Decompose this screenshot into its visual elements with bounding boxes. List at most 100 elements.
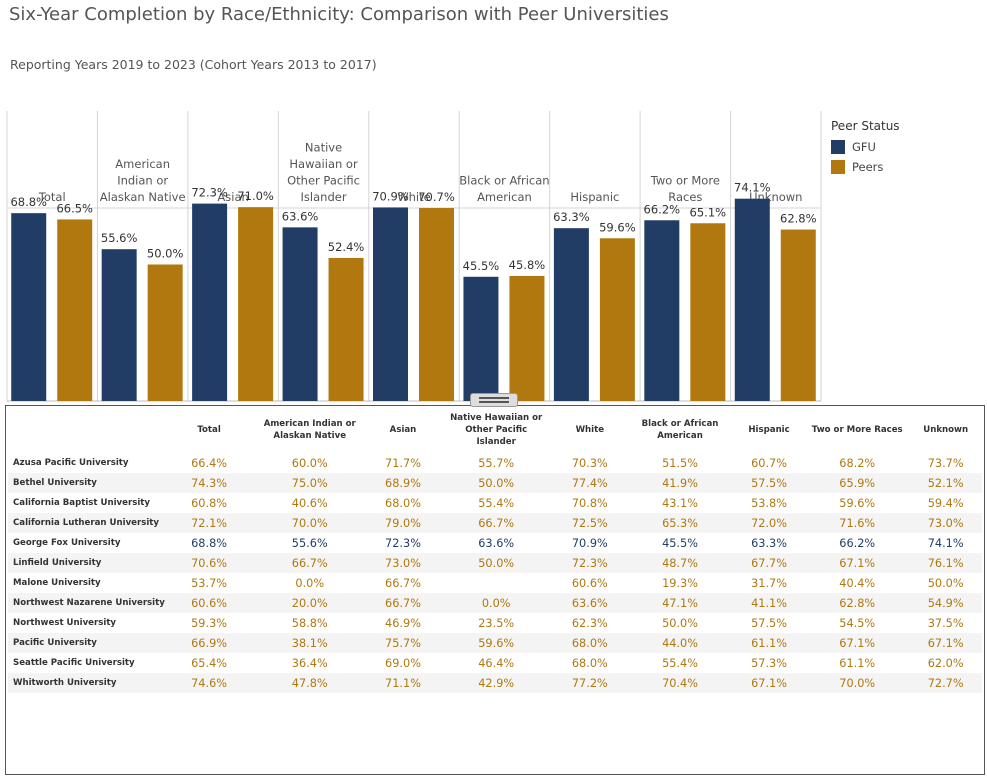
- legend-label-peers: Peers: [852, 160, 884, 174]
- data-label-peers: 70.7%: [418, 190, 455, 204]
- completion-rate-cell: 68.9%: [366, 473, 440, 493]
- completion-rate-cell: 68.0%: [552, 633, 628, 653]
- category-label: Races: [668, 190, 702, 204]
- completion-rate-cell: 51.5%: [662, 456, 698, 470]
- completion-rate-cell: 59.6%: [439, 633, 553, 653]
- completion-rate-cell: 52.1%: [909, 473, 982, 493]
- table-row[interactable]: Northwest University 59.3% 58.8% 46.9% 23.5%…: [8, 613, 982, 633]
- university-name: Northwest Nazarene University: [8, 593, 165, 613]
- data-label-peers: 50.0%: [147, 246, 184, 260]
- category-label: Two or More: [650, 174, 720, 188]
- bar-peers: [328, 257, 364, 401]
- bar-gfu: [282, 227, 318, 401]
- completion-rate-cell: 72.5%: [552, 513, 628, 533]
- table-row[interactable]: California Baptist University 60.8% 40.6% 6…: [8, 493, 982, 513]
- completion-rate-cell: 73.0%: [366, 553, 440, 573]
- legend-item-peers[interactable]: Peers: [831, 157, 900, 177]
- completion-rate-cell: 73.0%: [909, 513, 982, 533]
- table-row[interactable]: Seattle Pacific University 65.4% 36.4% 69.0…: [8, 653, 982, 673]
- data-label-gfu: 45.5%: [463, 259, 500, 273]
- column-header[interactable]: Native Hawaiian or Other Pacific Islander: [450, 412, 543, 447]
- university-name: Seattle Pacific University: [13, 658, 135, 668]
- bar-gfu: [192, 203, 228, 401]
- completion-rate-cell: 38.1%: [253, 633, 367, 653]
- category-label: Total: [38, 190, 66, 204]
- completion-rate-cell: 70.3%: [571, 456, 608, 470]
- completion-rate-cell: 66.4%: [191, 456, 227, 470]
- bar-peers: [599, 238, 635, 401]
- data-label-gfu: 70.9%: [372, 189, 409, 203]
- data-label-gfu: 66.2%: [644, 202, 681, 216]
- completion-rate-cell: 53.7%: [191, 576, 227, 590]
- table-row[interactable]: Bethel University 74.3% 75.0% 68.9% 50.0% 77.…: [8, 473, 982, 493]
- column-header[interactable]: Two or More Races: [811, 424, 903, 435]
- completion-rate-cell: 50.0%: [662, 616, 698, 630]
- completion-rate-cell: 59.4%: [927, 496, 964, 510]
- column-header[interactable]: White: [575, 424, 605, 435]
- completion-rate-cell: 60.7%: [751, 456, 787, 470]
- university-name: Northwest University: [13, 618, 117, 628]
- completion-rate-cell: 61.1%: [732, 633, 806, 653]
- completion-rate-cell: 62.3%: [571, 616, 608, 630]
- table-row[interactable]: George Fox University 68.8% 55.6% 72.3% 63.6…: [8, 533, 982, 553]
- completion-rate-cell: 76.1%: [909, 553, 982, 573]
- completion-rate-cell: 46.4%: [478, 656, 515, 670]
- completion-rate-cell: 66.7%: [253, 553, 367, 573]
- completion-rate-cell: 59.3%: [191, 616, 227, 630]
- table-row[interactable]: Whitworth University 74.6% 47.8% 71.1% 42.9%…: [8, 673, 982, 693]
- data-label-peers: 59.6%: [599, 220, 636, 234]
- completion-rate-cell: 71.6%: [805, 513, 910, 533]
- data-label-gfu: 74.1%: [734, 181, 771, 195]
- completion-rate-cell: 68.0%: [385, 496, 421, 510]
- data-label-peers: 66.5%: [56, 201, 93, 215]
- column-header[interactable]: Hispanic: [748, 424, 790, 435]
- category-label: White: [397, 190, 430, 204]
- table-row[interactable]: California Lutheran University 72.1% 70.0%…: [8, 513, 982, 533]
- completion-rate-cell: 58.8%: [291, 616, 328, 630]
- bar-peers: [57, 219, 93, 401]
- category-label: Hispanic: [570, 190, 619, 204]
- column-header[interactable]: American Indian or Alaskan Native: [263, 418, 356, 441]
- completion-rate-cell: 63.6%: [552, 593, 628, 613]
- completion-rate-cell: 68.0%: [571, 656, 608, 670]
- completion-rate-cell: 77.2%: [552, 673, 628, 693]
- data-label-gfu: 63.3%: [553, 210, 590, 224]
- completion-rate-cell: 55.7%: [478, 456, 515, 470]
- bar-peers: [690, 223, 726, 401]
- completion-rate-cell: 72.3%: [385, 536, 421, 550]
- category-label: Black or African: [459, 174, 549, 188]
- table-row[interactable]: Northwest Nazarene University 60.6% 20.0% 6…: [8, 593, 982, 613]
- legend-item-gfu[interactable]: GFU: [831, 137, 900, 157]
- completion-rate-cell: 62.0%: [927, 656, 964, 670]
- completion-rate-cell: 70.4%: [627, 673, 733, 693]
- column-header[interactable]: Unknown: [923, 424, 969, 435]
- bar-peers: [419, 207, 454, 401]
- completion-rate-cell: 20.0%: [253, 593, 367, 613]
- completion-rate-cell: 70.6%: [164, 553, 254, 573]
- completion-rate-cell: 42.9%: [439, 673, 553, 693]
- category-label: Islander: [301, 190, 347, 204]
- table-row[interactable]: Azusa Pacific University 66.4% 60.0% 71.7% 5…: [8, 453, 982, 473]
- table-row[interactable]: Malone University 53.7% 0.0% 66.7% 60.6% 19.3…: [8, 573, 982, 593]
- completion-rate-cell: 66.7%: [439, 513, 553, 533]
- completion-rate-cell: 72.1%: [164, 513, 254, 533]
- category-label: Alaskan Native: [100, 190, 186, 204]
- completion-rate-cell: 77.4%: [552, 473, 628, 493]
- completion-rate-cell: 37.5%: [927, 616, 964, 630]
- legend: Peer Status GFU Peers: [831, 119, 900, 177]
- completion-rate-cell: 65.9%: [805, 473, 910, 493]
- completion-rate-cell: 67.1%: [805, 633, 910, 653]
- table-row[interactable]: Linfield University 70.6% 66.7% 73.0% 50.0% 7…: [8, 553, 982, 573]
- completion-rate-cell: 31.7%: [751, 576, 787, 590]
- table-row[interactable]: Pacific University 66.9% 38.1% 75.7% 59.6% 68…: [8, 633, 982, 653]
- completion-rate-cell: 72.0%: [732, 513, 806, 533]
- column-header[interactable]: Total: [197, 424, 221, 435]
- completion-rate-cell: 45.5%: [662, 536, 698, 550]
- column-header[interactable]: Black or African American: [641, 418, 719, 441]
- column-header[interactable]: Asian: [389, 424, 417, 435]
- university-name: Whitworth University: [8, 673, 165, 693]
- completion-rate-cell: 36.4%: [291, 656, 328, 670]
- completion-rate-cell: 41.1%: [732, 593, 806, 613]
- resize-handle[interactable]: [470, 393, 518, 407]
